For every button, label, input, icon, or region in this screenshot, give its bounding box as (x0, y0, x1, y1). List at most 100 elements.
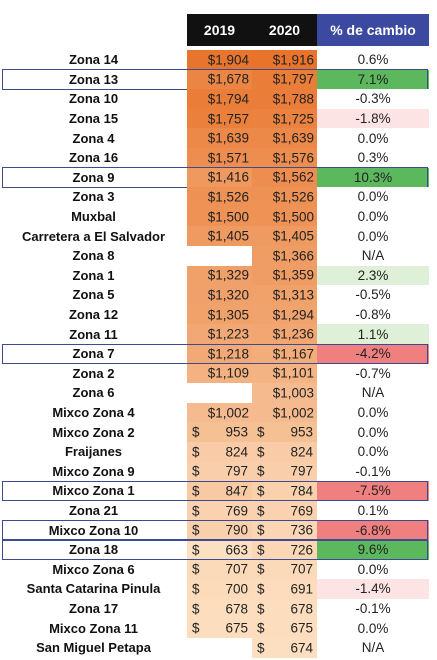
currency-symbol: $ (192, 542, 200, 558)
value-number: 726 (290, 542, 313, 558)
pct-change: 0.0% (317, 226, 429, 246)
value-number: $1,639 (272, 130, 314, 146)
value-2019: $663 (187, 540, 252, 560)
table-row: Zona 12 $$1,305$$1,294-0.8% (0, 304, 437, 325)
value-2019: $$1,571 (187, 148, 252, 168)
value-2020: $$1,725 (252, 108, 317, 129)
value-number: $1,725 (272, 111, 314, 127)
table-row: Mixco Zona 1 $847 $784 -7.5% (0, 481, 437, 501)
zona-label: Zona 6 (72, 385, 115, 401)
zona-label: Mixco Zona 9 (52, 463, 135, 479)
table-row: Zona 2 $$1,109$$1,101-0.7% (0, 363, 437, 384)
value-number: $1,904 (207, 52, 249, 68)
value-2019: $$1,794 (187, 89, 252, 109)
value-number: $1,101 (272, 365, 314, 381)
value-2019: $$1,218 (187, 344, 252, 364)
value-number: 824 (290, 444, 313, 460)
value-number: $1,294 (272, 307, 314, 323)
pct-change: N/A (317, 638, 429, 658)
value-number: 797 (290, 463, 313, 479)
pct-change: -0.1% (317, 598, 429, 619)
value-2020: $784 (252, 481, 317, 501)
currency-symbol: $ (192, 424, 200, 440)
pct-change: 10.3% (317, 167, 429, 188)
pct-change: -1.4% (317, 579, 429, 599)
value-2019 (187, 383, 252, 403)
currency-symbol: $ (192, 522, 200, 538)
pct-change: 0.3% (317, 148, 429, 168)
value-2019: $700 (187, 579, 252, 599)
currency-symbol: $ (257, 424, 265, 440)
value-2020: $$1,313 (252, 285, 317, 305)
header-2019: 2019 (187, 14, 252, 46)
zona-label: Fraijanes (64, 444, 123, 460)
value-number: 663 (225, 542, 248, 558)
pct-change: -0.8% (317, 304, 429, 325)
value-2020: $$1,576 (252, 148, 317, 168)
table-row: Mixco Zona 6 $707 $707 0.0% (0, 559, 437, 580)
value-2019: $$1,320 (187, 285, 252, 305)
value-2019: $847 (187, 481, 252, 501)
zona-label: Mixco Zona 2 (52, 424, 135, 440)
value-number: $1,916 (272, 52, 314, 68)
value-2019: $$1,416 (187, 167, 252, 188)
currency-symbol: $ (257, 620, 265, 636)
currency-symbol: $ (192, 444, 200, 460)
value-2020: $$1,101 (252, 363, 317, 384)
value-2020: $707 (252, 559, 317, 580)
zona-label: Zona 9 (72, 169, 115, 185)
value-2020: $$1,788 (252, 89, 317, 109)
value-number: 769 (225, 503, 248, 519)
value-2020: $953 (252, 422, 317, 442)
zona-label: Zona 5 (72, 287, 115, 303)
currency-symbol: $ (192, 601, 200, 617)
table-row: Zona 21 $769 $769 0.1% (0, 500, 437, 521)
value-number: $1,797 (272, 71, 314, 87)
value-number: $1,223 (207, 326, 249, 342)
pct-change: 0.1% (317, 500, 429, 521)
value-2020: $$1,236 (252, 324, 317, 344)
zona-label: Zona 10 (68, 91, 119, 107)
table-row: Fraijanes $824 $824 0.0% (0, 442, 437, 462)
value-number: 678 (225, 601, 248, 617)
pct-change: 0.0% (317, 442, 429, 462)
value-2019: $$1,526 (187, 187, 252, 207)
value-number: $1,562 (272, 169, 314, 185)
value-number: $1,218 (207, 346, 249, 362)
value-2020: $$1,916 (252, 50, 317, 70)
zona-label: Mixco Zona 4 (52, 405, 135, 421)
value-number: $1,366 (272, 248, 314, 264)
table-row: Mixco Zona 9 $797 $797 -0.1% (0, 461, 437, 482)
value-number: 691 (290, 581, 313, 597)
header-cambio: % de cambio (317, 14, 429, 46)
value-number: $1,405 (272, 228, 314, 244)
value-2020: $769 (252, 500, 317, 521)
value-2020: $$1,002 (252, 402, 317, 423)
zona-label: Zona 16 (68, 150, 119, 166)
zona-label: Zona 8 (72, 248, 115, 264)
value-2020: $$1,639 (252, 128, 317, 148)
pct-change: 0.6% (317, 50, 429, 70)
value-number: 790 (225, 522, 248, 538)
value-number: $1,329 (207, 267, 249, 283)
pct-change: 7.1% (317, 69, 429, 90)
value-2019 (187, 246, 252, 266)
value-2019: $$1,109 (187, 363, 252, 384)
value-number: 674 (290, 640, 313, 656)
zona-label: Zona 3 (72, 189, 115, 205)
value-2020: $678 (252, 598, 317, 619)
value-number: $1,305 (207, 307, 249, 323)
currency-symbol: $ (257, 463, 265, 479)
table-row: Zona 10 $$1,794$$1,788-0.3% (0, 89, 437, 109)
pct-change: 0.0% (317, 187, 429, 207)
table-row: Zona 17 $678 $678 -0.1% (0, 598, 437, 619)
value-number: $1,757 (207, 111, 249, 127)
value-number: 707 (225, 561, 248, 577)
value-2020: $$1,562 (252, 167, 317, 188)
table-row: San Miguel Petapa $674 N/A (0, 638, 437, 658)
currency-symbol: $ (192, 620, 200, 636)
